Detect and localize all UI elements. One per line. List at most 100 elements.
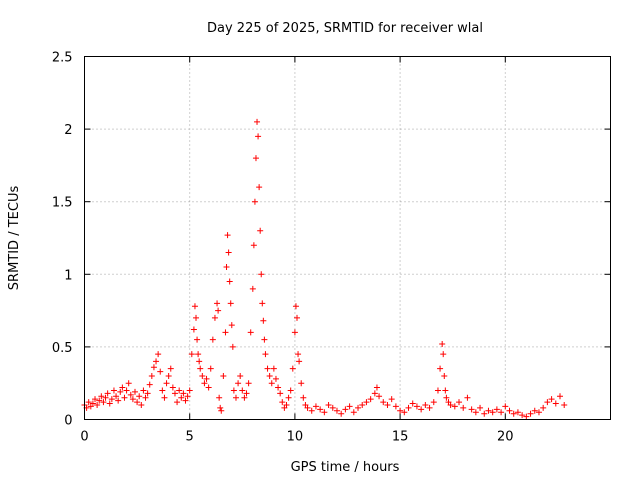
data-point [502,403,509,410]
data-point [531,407,538,414]
data-point [380,399,387,406]
data-point [304,404,311,411]
data-point [125,380,132,387]
data-point [167,365,174,372]
data-point [184,393,191,400]
data-point [294,314,301,321]
data-point [295,351,302,358]
data-point [129,396,136,403]
data-point [291,329,298,336]
data-point [262,351,269,358]
data-point [140,387,147,394]
data-point [268,380,275,387]
data-point [434,387,441,394]
data-point [96,397,103,404]
data-point [519,412,526,419]
x-axis-label: GPS time / hours [291,460,400,475]
data-point [153,358,160,365]
data-point [300,394,307,401]
x-tick-label: 15 [392,430,409,445]
data-point [239,387,246,394]
y-tick-label: 2.5 [52,51,73,66]
data-point [477,404,484,411]
data-point [85,399,92,406]
data-point [211,314,218,321]
y-tick-label: 0.5 [52,341,73,356]
data-point [422,401,429,408]
data-point [127,391,134,398]
data-point [552,400,559,407]
data-point [373,384,380,391]
data-point [489,409,496,416]
data-point [523,413,530,420]
x-tick-label: 10 [287,430,304,445]
data-point [150,364,157,371]
data-point [113,393,120,400]
data-point [104,390,111,397]
data-point [186,387,193,394]
data-point [92,396,99,403]
data-point [142,394,149,401]
data-point [270,365,277,372]
data-point [397,407,404,414]
data-point [468,406,475,413]
data-point [283,401,290,408]
data-point [146,381,153,388]
data-point [535,409,542,416]
y-tick-label: 1 [64,268,72,283]
data-point [247,329,254,336]
data-point [321,409,328,416]
data-point [207,365,214,372]
x-tick-label: 0 [80,430,88,445]
data-point [485,407,492,414]
data-point [222,329,229,336]
data-point [165,372,172,379]
data-point [216,394,223,401]
data-point [102,394,109,401]
data-point [196,358,203,365]
data-point [277,390,284,397]
data-point [188,351,195,358]
data-point [224,232,231,239]
data-point [98,393,105,400]
data-point [312,403,319,410]
data-point [266,372,273,379]
chart-title: Day 225 of 2025, SRMTID for receiver wla… [207,21,483,36]
data-point [138,401,145,408]
data-point [279,399,286,406]
data-point [229,343,236,350]
data-point [384,401,391,408]
data-point [252,155,259,162]
data-point [359,401,366,408]
data-point [363,399,370,406]
data-point [235,380,242,387]
data-point [296,358,303,365]
data-point [182,397,189,404]
data-point [289,365,296,372]
data-point [371,390,378,397]
data-point [223,264,230,271]
data-point [194,336,201,343]
data-point [241,394,248,401]
data-point [225,249,232,256]
data-point [123,387,130,394]
data-point [203,375,210,382]
data-point [342,406,349,413]
data-point [272,375,279,382]
data-point [249,285,256,292]
data-point [456,399,463,406]
data-point [193,314,200,321]
data-point [148,372,155,379]
data-point [161,394,168,401]
data-point [256,184,263,191]
data-point [527,410,534,417]
data-point [451,403,458,410]
x-tick-label: 20 [497,430,514,445]
data-point [245,380,252,387]
data-point [437,365,444,372]
data-point [260,317,267,324]
data-point [243,390,250,397]
data-point [287,387,294,394]
data-point [308,407,315,414]
